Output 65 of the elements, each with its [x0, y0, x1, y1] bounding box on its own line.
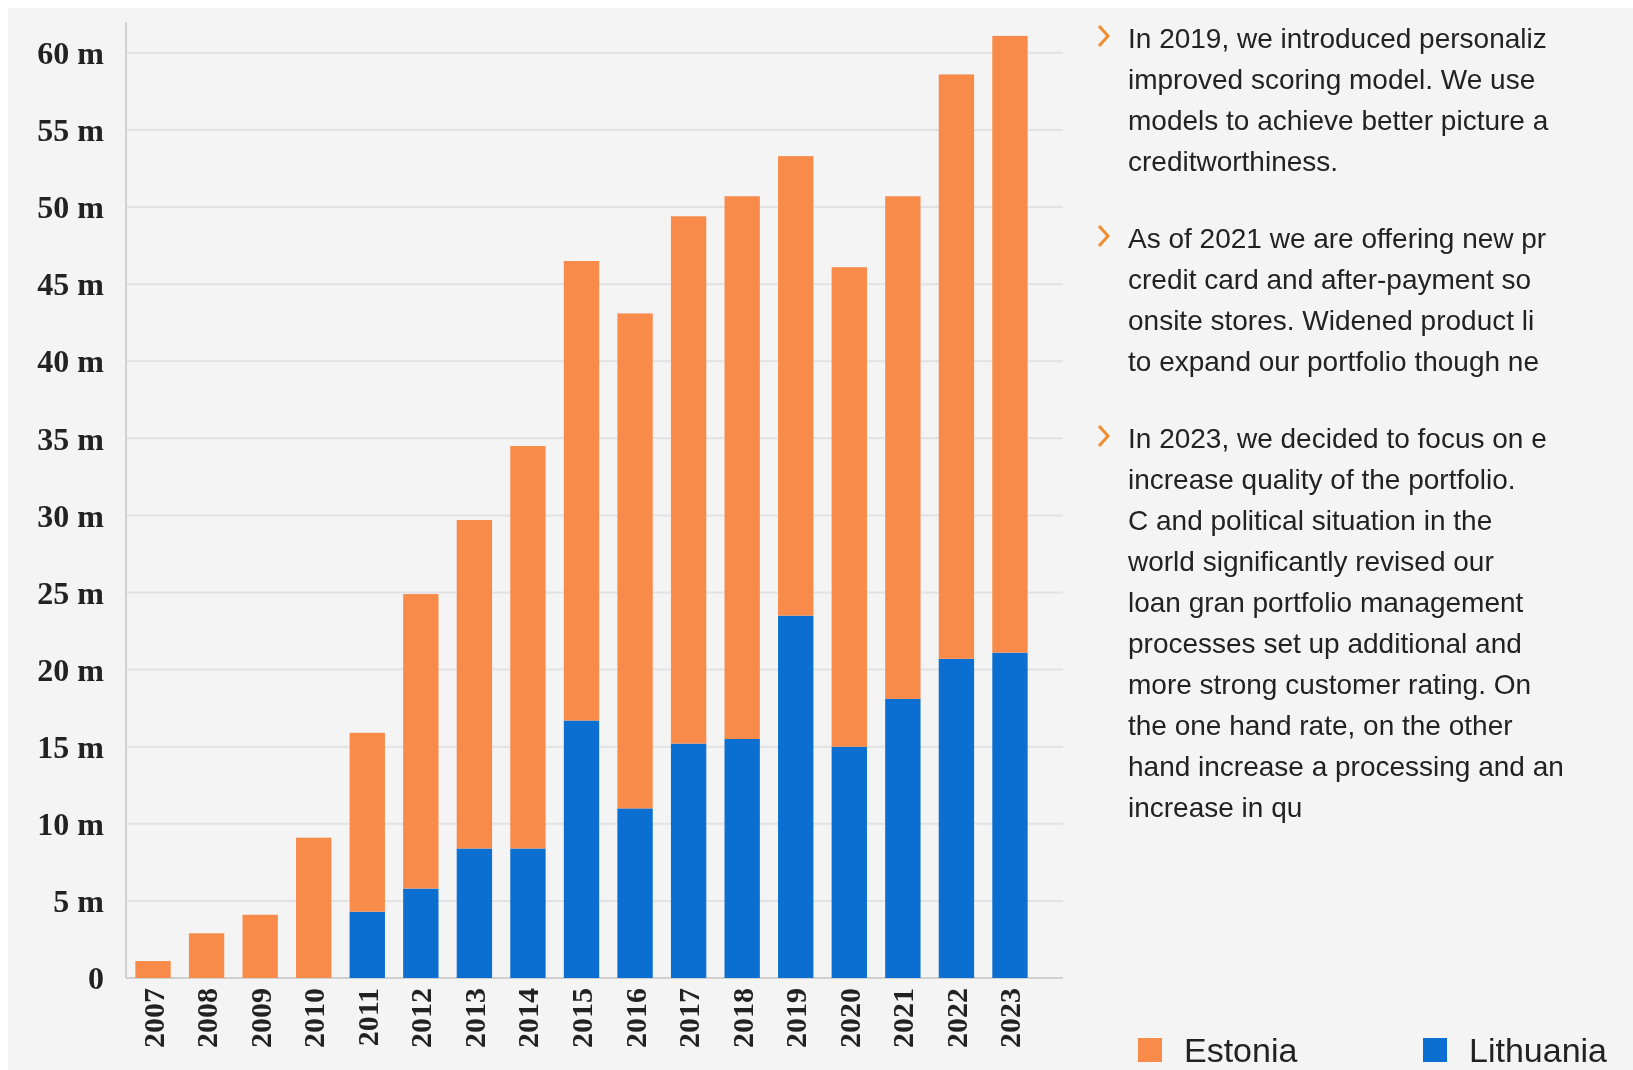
bar — [188, 933, 225, 978]
y-tick-label: 0 — [88, 960, 104, 997]
bar — [724, 196, 760, 739]
bar — [831, 267, 867, 747]
bar — [456, 848, 493, 978]
bar — [724, 739, 760, 978]
x-tick-label: 2014 — [511, 988, 545, 1048]
y-tick-label: 10 m — [37, 806, 105, 843]
legend-label: Lithuania — [1469, 1030, 1608, 1069]
x-tick-label: 2023 — [993, 988, 1027, 1048]
bar — [617, 313, 653, 809]
bar — [670, 216, 707, 744]
x-tick-label: 2022 — [939, 988, 973, 1048]
bar — [992, 35, 1028, 653]
bar — [349, 732, 385, 912]
bar — [563, 720, 600, 978]
bar — [510, 446, 546, 849]
bar — [563, 261, 600, 721]
text: In 2019, we introduced personaliz improved scoring model. We use models to achieve better picture a creditworthiness. — [1128, 22, 1549, 177]
bar — [510, 848, 546, 978]
y-tick-label: 15 m — [37, 728, 105, 765]
bar — [296, 837, 332, 978]
y-tick-label: 40 m — [37, 343, 105, 380]
x-tick-label: 2020 — [832, 988, 866, 1048]
x-tick-label: 2016 — [618, 988, 652, 1048]
y-tick-label: 25 m — [37, 574, 105, 611]
x-tick-label: 2018 — [725, 988, 759, 1048]
bar — [992, 652, 1028, 978]
bar — [885, 698, 921, 978]
x-tick-label: 2017 — [672, 988, 706, 1048]
y-tick-label: 45 m — [37, 266, 105, 303]
x-tick-label: 2013 — [457, 988, 491, 1048]
bar — [778, 615, 814, 978]
y-tick-label: 60 m — [37, 35, 105, 72]
text: As of 2021 we are offering new pr credit card and after-payment so onsite stores. Widened product li to expand our portfolio though ne — [1128, 222, 1547, 377]
bar — [403, 888, 439, 978]
bar — [456, 520, 493, 849]
x-tick-label: 2008 — [190, 988, 224, 1048]
bar — [617, 808, 653, 978]
bar — [938, 74, 975, 659]
x-tick-label: 2015 — [565, 988, 598, 1048]
bar — [403, 594, 439, 889]
y-tick-label: 35 m — [37, 420, 105, 457]
y-tick-label: 5 m — [53, 883, 105, 920]
bar — [242, 914, 278, 978]
legend-label: Estonia — [1184, 1030, 1298, 1069]
x-tick-label: 2021 — [886, 988, 920, 1048]
x-tick-label: 2010 — [297, 988, 331, 1048]
bar — [670, 743, 707, 978]
y-tick-label: 30 m — [37, 497, 105, 534]
bar — [135, 961, 171, 978]
y-tick-label: 50 m — [37, 189, 105, 226]
x-tick-label: 2019 — [779, 988, 813, 1048]
x-tick-label: 2007 — [136, 988, 170, 1048]
text: In 2023, we decided to focus on e increase quality of the portfolio. C and political situation in the world significantly revised our loan gran portfolio management processes set up additional and more strong customer rating. On the one hand rate, on the other hand increase a processing and an increase in qu — [1128, 422, 1564, 823]
bar — [885, 196, 921, 699]
x-tick-label: 2011 — [350, 988, 384, 1047]
bar — [349, 911, 385, 978]
bar — [831, 746, 867, 978]
x-tick-label: 2012 — [404, 988, 438, 1048]
bar — [778, 156, 814, 616]
y-tick-label: 20 m — [37, 651, 105, 688]
x-tick-label: 2009 — [243, 988, 277, 1048]
bar — [938, 658, 975, 978]
y-tick-label: 55 m — [37, 112, 105, 149]
